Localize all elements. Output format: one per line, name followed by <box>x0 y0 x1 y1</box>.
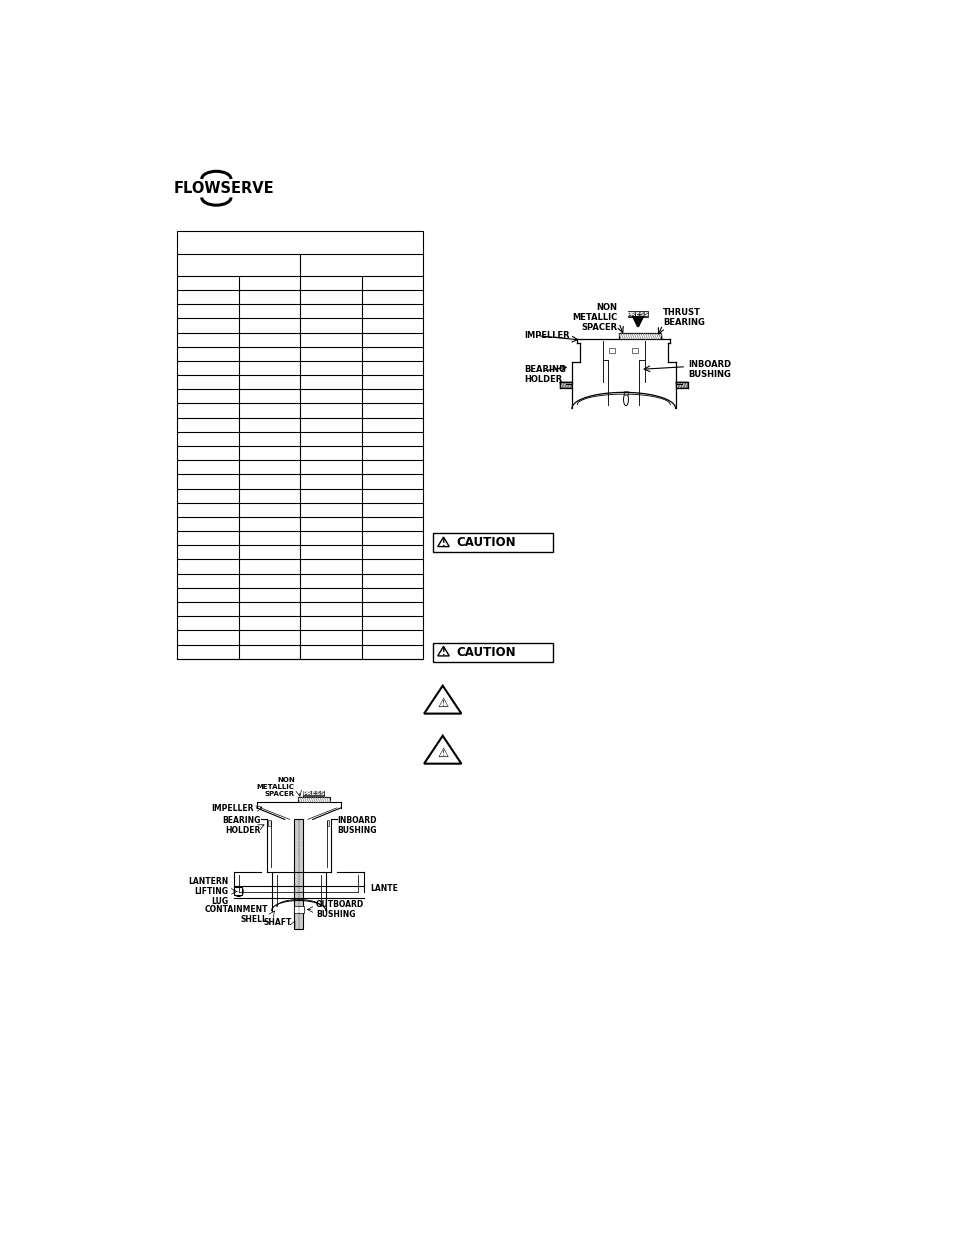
Bar <box>268 820 271 826</box>
Polygon shape <box>424 736 461 763</box>
Text: PRESS: PRESS <box>302 792 325 797</box>
Text: THRUST
BEARING: THRUST BEARING <box>662 308 704 327</box>
Bar <box>609 348 615 353</box>
Text: FLOWSERVE: FLOWSERVE <box>173 180 274 195</box>
Text: OUTBOARD
BUSHING: OUTBOARD BUSHING <box>315 900 364 919</box>
Text: CAUTION: CAUTION <box>456 536 516 550</box>
Bar <box>623 391 627 395</box>
Text: CAUTION: CAUTION <box>456 646 516 658</box>
Text: INBOARD
BUSHING: INBOARD BUSHING <box>336 815 375 835</box>
Text: !: ! <box>441 538 445 547</box>
Bar <box>294 906 303 913</box>
Text: NON
METALLIC
SPACER: NON METALLIC SPACER <box>571 303 617 332</box>
Bar <box>632 348 638 353</box>
Text: LANTE: LANTE <box>370 884 397 893</box>
Text: !: ! <box>441 648 445 657</box>
Bar <box>297 797 330 803</box>
Text: SHAFT: SHAFT <box>264 918 292 927</box>
Polygon shape <box>437 646 449 656</box>
Bar <box>177 231 423 658</box>
Bar <box>675 382 687 388</box>
Text: BEARING
HOLDER: BEARING HOLDER <box>222 815 260 835</box>
Text: NON
METALLIC
SPACER: NON METALLIC SPACER <box>256 777 294 797</box>
Text: ⚠: ⚠ <box>436 747 448 760</box>
Bar <box>233 888 241 895</box>
Bar <box>327 820 329 826</box>
Bar <box>294 819 303 929</box>
Bar <box>433 642 552 662</box>
Text: INBOARD
BUSHING: INBOARD BUSHING <box>687 359 730 379</box>
Text: CONTAINMENT
SHELL: CONTAINMENT SHELL <box>204 905 268 924</box>
Text: PRESS: PRESS <box>626 311 649 316</box>
Bar <box>618 333 660 340</box>
Bar <box>628 311 647 317</box>
Text: IMPELLER: IMPELLER <box>523 331 569 340</box>
Bar <box>559 382 572 388</box>
Text: LANTERN
LIFTING
LUG: LANTERN LIFTING LUG <box>188 877 229 906</box>
Bar <box>433 534 552 552</box>
Text: ⚠: ⚠ <box>436 697 448 710</box>
Text: IMPELLER: IMPELLER <box>211 804 253 813</box>
Polygon shape <box>437 537 449 547</box>
Bar <box>303 790 324 797</box>
Polygon shape <box>424 685 461 714</box>
Text: BEARING
HOLDER: BEARING HOLDER <box>523 366 565 384</box>
